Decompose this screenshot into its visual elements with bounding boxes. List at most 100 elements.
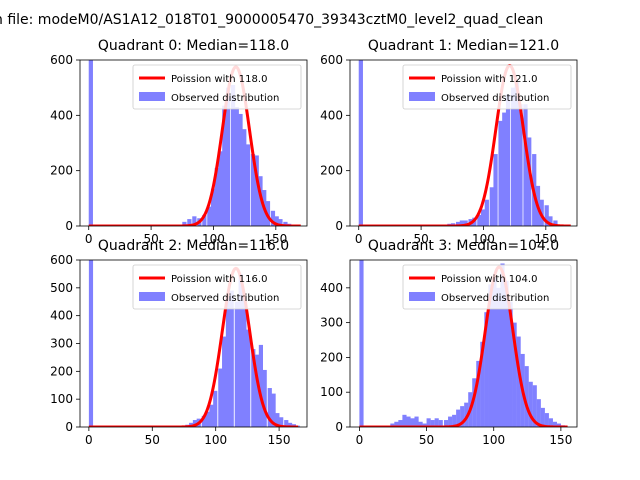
hist-bar [489,187,494,226]
legend-box [402,264,572,310]
hist-bar [484,199,489,226]
hist-bar [527,137,532,226]
legend-label-fit: Poission with 104.0 [441,274,537,285]
plot-area [357,60,572,226]
hist-bar [202,214,207,226]
figure-suptitle: n file: modeM0/AS1A12_018T01_9000005470_… [0,12,543,28]
legend-patch-swatch [409,292,435,301]
poisson-fit-line [87,65,302,226]
hist-bar [553,220,558,226]
x-tick-label: 150 [534,232,557,246]
x-tick-label: 150 [264,232,287,246]
legend-label-fit: Poission with 116.0 [171,274,267,285]
hist-bar [359,260,364,427]
legend-patch-swatch [409,92,435,101]
hist-bar [88,60,93,226]
y-tick-label: 0 [335,219,343,233]
axes-frame [349,259,578,428]
hist-bar [245,144,251,226]
x-tick-label: 100 [204,433,227,447]
hist-bar [287,422,293,427]
hist-bar [456,409,461,427]
y-tick-label: 200 [50,164,73,178]
hist-bar [460,406,465,427]
hist-bar [284,420,289,427]
hist-bar [500,263,505,427]
hist-bar [556,423,562,427]
x-tick-label: 100 [482,433,505,447]
legend: Poission with 121.0 Observed distribution [402,64,572,110]
subplot-title: Quadrant 0: Median=118.0 [98,38,289,54]
hist-bar [418,421,423,427]
legend: Poission with 104.0 Observed distribution [402,264,572,310]
y-tick-label: 0 [65,420,73,434]
hist-bar [278,219,283,226]
hist-bar [524,366,529,427]
hist-bar [390,423,395,427]
hist-bar [504,280,509,427]
hist-bar [422,423,427,427]
axes-frame [79,59,308,227]
subplot-title: Quadrant 2: Median=116.0 [98,238,289,254]
x-tick-label: 150 [268,433,291,447]
subplot-title: Quadrant 3: Median=104.0 [368,238,559,254]
hist-bar [402,414,407,427]
legend-label-hist: Observed distribution [441,93,549,104]
hist-bar [229,290,234,427]
poisson-fit-line [357,64,572,226]
hist-bar [205,411,210,427]
hist-bar [528,381,533,427]
plot-area [358,260,569,427]
hist-bar [498,120,503,226]
hist-bar [544,413,549,427]
hist-bar [192,420,198,427]
x-tick-label: 150 [549,433,572,447]
hist-bar [552,421,557,427]
y-tick-label: 200 [50,364,73,378]
y-tick-label: 100 [320,385,343,399]
legend-box [132,64,302,110]
hist-bar [234,301,239,427]
hist-bar [430,420,435,427]
hist-bar [464,402,469,427]
axes-frame [349,59,578,227]
subplot-2: 0 50 100 150 0 100 200 300 400 500 600 Quadrant 2: … [50,238,308,447]
hist-bar [548,418,553,427]
x-tick-label: 0 [355,232,363,246]
hist-bar [484,312,489,427]
hist-bar [279,417,284,427]
hist-bar [275,413,280,427]
legend: Poission with 118.0 Observed distribution [132,64,302,110]
x-tick-label: 100 [472,232,495,246]
hist-bar [218,368,223,427]
hist-bar [242,296,247,427]
hist-bar [488,284,493,427]
hist-bar [512,322,517,427]
hist-bar [477,214,482,226]
y-tick-label: 400 [320,108,343,122]
hist-bar [246,329,251,427]
hist-bar [394,421,399,427]
legend-patch-swatch [139,292,165,301]
y-tick-label: 600 [50,53,73,67]
hist-bar [88,260,94,427]
hist-bar [508,301,513,427]
hist-bar [358,60,363,226]
hist-bar [459,220,464,226]
hist-bar [218,151,223,226]
hist-bar [262,369,267,427]
hist-bar [234,107,239,226]
hist-bar [222,336,227,427]
hist-bar [398,420,403,427]
hist-bar [523,104,528,226]
legend-box [402,64,572,110]
hist-bar [258,344,263,427]
hist-bar [225,296,231,427]
hist-bar [434,418,439,427]
hist-bar [274,216,279,226]
hist-bar [238,273,243,427]
hist-bar [502,112,507,226]
hist-bar [406,416,411,427]
legend-patch-swatch [139,92,165,101]
